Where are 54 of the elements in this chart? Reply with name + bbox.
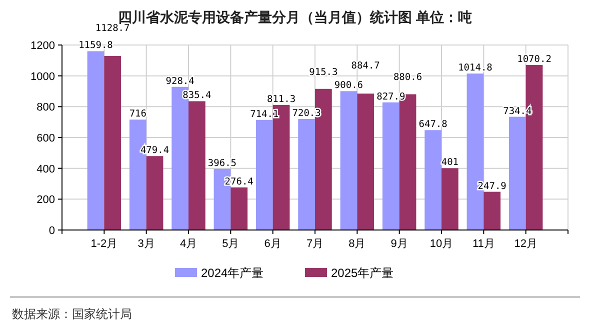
data-label: 915.3 <box>309 66 338 78</box>
y-tick-label: 400 <box>36 163 55 176</box>
data-label: 1159.8 <box>78 40 114 52</box>
bar <box>256 120 273 230</box>
x-tick-label: 3月 <box>138 238 155 250</box>
y-tick-label: 800 <box>36 102 55 114</box>
data-label: 884.7 <box>351 60 380 72</box>
y-tick-label: 600 <box>36 132 55 144</box>
data-label: 1070.2 <box>517 54 552 66</box>
y-tick-label: 200 <box>36 194 55 206</box>
x-tick-label: 7月 <box>306 238 324 250</box>
bar <box>357 94 374 230</box>
x-tick-label: 1-2月 <box>90 238 118 250</box>
data-label: 811.3 <box>266 94 296 105</box>
data-label: 880.6 <box>393 72 422 84</box>
data-label: 401 <box>441 157 459 168</box>
bar <box>424 130 442 230</box>
data-label: 396.5 <box>208 158 237 169</box>
y-tick-label: 1000 <box>30 70 55 83</box>
bar <box>146 156 164 230</box>
data-label: 716 <box>129 108 147 120</box>
data-label: 900.6 <box>334 80 364 92</box>
data-label: 647.8 <box>418 119 448 130</box>
data-label: 835.4 <box>182 90 212 102</box>
x-tick-label: 5月 <box>222 238 240 250</box>
bar <box>508 116 526 230</box>
legend-label: 2024年产量 <box>201 266 264 280</box>
bar <box>340 91 358 230</box>
data-label: 1128.7 <box>95 22 130 34</box>
data-label: 1014.8 <box>458 62 493 74</box>
source-note: 数据来源：国家统计局 <box>12 307 132 321</box>
chart-title: 四川省水泥专用设备产量分月（当月值）统计图 单位：吨 <box>118 9 472 25</box>
legend-label: 2025年产量 <box>331 266 394 280</box>
x-tick-label: 10月 <box>430 238 454 250</box>
y-tick-label: 1200 <box>30 40 55 52</box>
x-tick-label: 6月 <box>264 238 282 250</box>
bar <box>484 192 501 230</box>
bar <box>188 101 206 230</box>
x-tick-label: 9月 <box>390 238 408 250</box>
data-label: 247.9 <box>478 180 507 192</box>
x-tick-label: 8月 <box>348 238 366 250</box>
bar <box>382 102 400 230</box>
x-tick-label: 11月 <box>472 238 495 250</box>
y-tick-label: 0 <box>48 225 55 237</box>
data-label: 276.4 <box>224 176 254 188</box>
bar <box>87 51 104 230</box>
bar <box>104 56 122 230</box>
bar <box>442 168 458 230</box>
data-label: 479.4 <box>140 145 170 156</box>
x-tick-label: 4月 <box>180 238 198 250</box>
data-label: 928.4 <box>166 76 195 87</box>
x-tick-label: 12月 <box>514 238 538 250</box>
bar <box>230 187 248 230</box>
bar <box>298 118 315 230</box>
